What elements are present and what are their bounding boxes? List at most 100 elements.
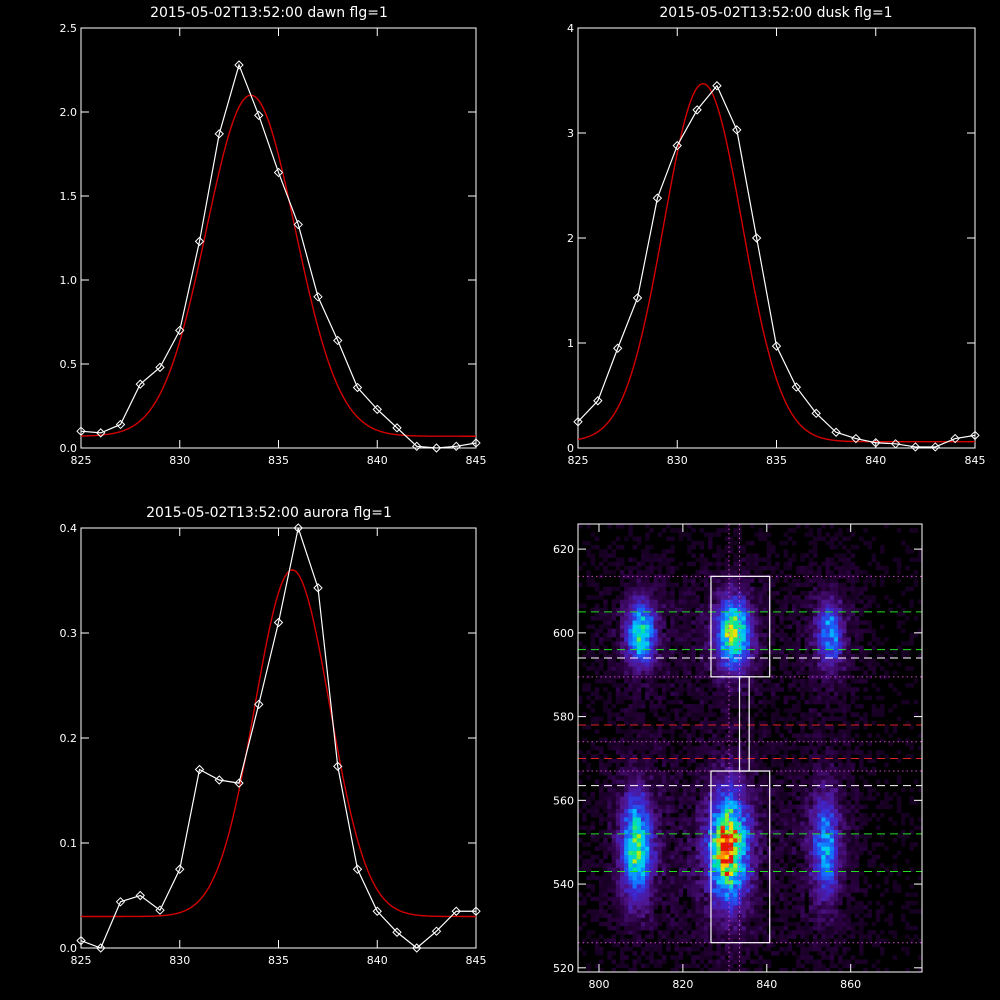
heatmap-cell <box>699 683 705 688</box>
heatmap-cell <box>838 758 843 763</box>
heatmap-cell <box>615 900 621 906</box>
heatmap-cell <box>649 687 654 692</box>
heatmap-cell <box>787 712 793 717</box>
heatmap-cell <box>691 645 696 650</box>
heatmap-cell <box>712 712 717 717</box>
heatmap-cell <box>712 838 717 843</box>
heatmap-cell <box>821 775 826 780</box>
heatmap-cell <box>817 871 822 876</box>
heatmap-cell <box>829 758 835 763</box>
heatmap-cell <box>808 913 814 918</box>
dusk-xtick-label: 845 <box>965 454 986 467</box>
heatmap-cell <box>783 821 789 826</box>
heatmap-cell <box>653 662 659 667</box>
heatmap-cell <box>880 708 885 713</box>
heatmap-cell <box>833 628 839 634</box>
heatmap-cell <box>624 817 629 822</box>
heatmap-cell <box>842 871 847 876</box>
heatmap-cell <box>754 812 759 818</box>
heatmap-cell <box>594 616 600 621</box>
heatmap-cell <box>636 871 642 876</box>
heatmap-cell <box>754 645 759 650</box>
heatmap-cell <box>838 833 843 839</box>
heatmap-cell <box>636 930 642 935</box>
heatmap-cell <box>812 666 818 671</box>
heatmap-cell <box>649 758 654 763</box>
heatmap-cell <box>804 620 810 625</box>
heatmap-cell <box>645 879 650 885</box>
heatmap-cell <box>628 754 633 759</box>
heatmap-cell <box>653 821 659 826</box>
heatmap-cell <box>624 616 629 621</box>
heatmap-cell <box>649 825 654 830</box>
heatmap-cell <box>687 687 692 692</box>
heatmap-cell <box>812 779 818 784</box>
heatmap-cell <box>779 628 784 634</box>
heatmap-cell <box>640 938 646 943</box>
heatmap-cell <box>720 825 726 830</box>
heatmap-cell <box>770 775 776 780</box>
heatmap-cell <box>745 666 751 671</box>
heatmap-cell <box>653 905 659 910</box>
heatmap-cell <box>682 720 688 726</box>
heatmap-cell <box>578 641 583 646</box>
heatmap-cell <box>787 616 793 621</box>
heatmap-cell <box>645 691 650 696</box>
heatmap-cell <box>791 875 797 881</box>
heatmap-cell <box>812 850 818 856</box>
heatmap-cell <box>733 750 738 755</box>
heatmap-cell <box>628 724 633 730</box>
heatmap-cell <box>678 817 684 822</box>
heatmap-cell <box>594 632 600 638</box>
heatmap-cell <box>724 825 730 830</box>
heatmap-cell <box>829 850 835 856</box>
heatmap-cell <box>624 775 629 780</box>
heatmap-cell <box>817 616 822 621</box>
heatmap-cell <box>854 787 860 793</box>
heatmap-cell <box>699 624 705 629</box>
heatmap-cell <box>779 796 784 801</box>
heatmap-cell <box>808 838 814 843</box>
heatmap-cell <box>598 750 604 755</box>
heatmap-cell <box>661 833 667 839</box>
heatmap-cell <box>729 821 734 826</box>
heatmap-cell <box>670 787 675 793</box>
heatmap-cell <box>859 842 864 847</box>
heatmap-cell <box>796 821 801 826</box>
heatmap-cell <box>645 695 650 701</box>
heatmap-cell <box>724 653 730 659</box>
heatmap-cell <box>582 938 587 943</box>
heatmap-cell <box>645 942 650 948</box>
heatmap-cell <box>682 641 688 646</box>
heatmap-cell <box>892 649 898 655</box>
heatmap-cell <box>720 888 726 893</box>
heatmap-cell <box>770 683 776 688</box>
heatmap-cell <box>632 825 638 830</box>
heatmap-cell <box>603 796 608 801</box>
dawn-data-line <box>81 63 476 448</box>
heatmap-cell <box>796 670 801 676</box>
heatmap-cell <box>783 905 789 910</box>
heatmap-cell <box>624 884 629 889</box>
heatmap-cell <box>624 637 629 642</box>
heatmap-cell <box>796 905 801 910</box>
heatmap-cell <box>645 838 650 843</box>
heatmap-cell <box>762 729 768 734</box>
heatmap-cell <box>800 833 805 839</box>
heatmap-cell <box>598 888 604 893</box>
heatmap-cell <box>603 842 608 847</box>
heatmap-cell <box>842 632 847 638</box>
heatmap-cell <box>770 616 776 621</box>
heatmap-cell <box>640 825 646 830</box>
heatmap-cell <box>666 863 671 868</box>
heatmap-cell <box>657 867 663 872</box>
heatmap-cell <box>653 796 659 801</box>
heatmap-cell <box>741 670 747 676</box>
heatmap-cell <box>624 888 629 893</box>
heatmap-cell <box>645 766 650 772</box>
heatmap-cell <box>712 863 717 868</box>
heatmap-cell <box>733 821 738 826</box>
heatmap-cell <box>783 817 789 822</box>
heatmap-cell <box>708 758 713 763</box>
heatmap-cell <box>603 791 608 797</box>
